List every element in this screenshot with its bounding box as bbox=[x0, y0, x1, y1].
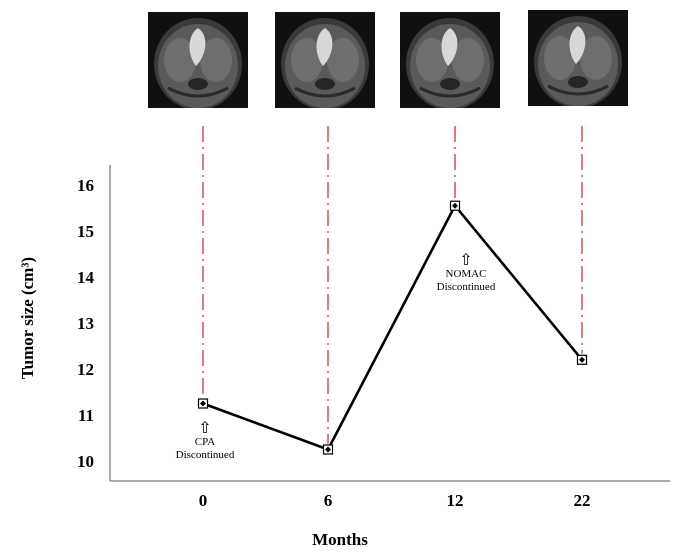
y-tick-label: 11 bbox=[78, 406, 94, 425]
up-arrow-icon: ⇧ bbox=[198, 418, 212, 437]
x-axis-label: Months bbox=[312, 530, 368, 549]
x-tick-label: 0 bbox=[199, 491, 208, 510]
y-tick-label: 13 bbox=[77, 314, 94, 333]
annotation-nomac: ⇧ NOMAC Discontinued bbox=[411, 252, 521, 294]
y-tick-label: 10 bbox=[77, 452, 94, 471]
data-point bbox=[325, 446, 331, 453]
annotation-nomac-line1: NOMAC bbox=[445, 268, 487, 280]
data-point bbox=[452, 202, 458, 209]
annotation-nomac-line2: Discontinued bbox=[436, 281, 496, 293]
data-point bbox=[200, 400, 206, 407]
y-tick-label: 12 bbox=[77, 360, 94, 379]
up-arrow-icon: ⇧ bbox=[459, 250, 473, 269]
mri-image-month-22 bbox=[528, 10, 628, 106]
x-tick-label: 6 bbox=[324, 491, 333, 510]
x-tick-label: 12 bbox=[447, 491, 464, 510]
series-line bbox=[202, 203, 584, 452]
annotation-cpa-line1: CPA bbox=[194, 436, 216, 448]
y-tick-label: 15 bbox=[77, 222, 94, 241]
annotation-cpa: ⇧ CPA Discontinued bbox=[150, 420, 260, 462]
mri-image-month-12 bbox=[400, 12, 500, 108]
y-tick-label: 14 bbox=[77, 268, 95, 287]
y-axis-label: Tumor size (cm³) bbox=[18, 256, 37, 380]
data-point bbox=[579, 356, 585, 363]
annotation-cpa-line2: Discontinued bbox=[175, 449, 235, 461]
y-tick-label: 16 bbox=[77, 176, 94, 195]
x-tick-label: 22 bbox=[574, 491, 591, 510]
mri-image-month-6 bbox=[275, 12, 375, 108]
mri-image-month-0 bbox=[148, 12, 248, 108]
